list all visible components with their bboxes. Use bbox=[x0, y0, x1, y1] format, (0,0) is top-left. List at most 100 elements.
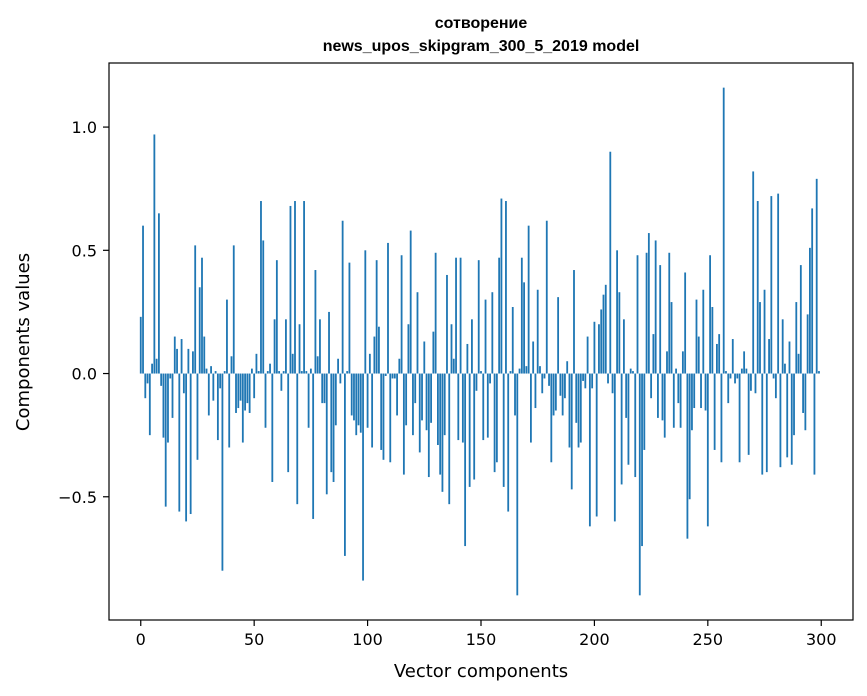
bar bbox=[541, 373, 544, 394]
bar bbox=[409, 230, 412, 374]
bar bbox=[799, 265, 802, 374]
bar bbox=[275, 260, 278, 374]
bar bbox=[355, 373, 358, 436]
bar bbox=[709, 255, 711, 374]
bar bbox=[289, 205, 292, 374]
bar bbox=[434, 252, 437, 374]
bar bbox=[328, 311, 330, 374]
bar bbox=[253, 373, 256, 399]
bar bbox=[402, 373, 405, 475]
bar bbox=[398, 358, 401, 374]
bar bbox=[802, 373, 804, 413]
bar bbox=[473, 373, 476, 480]
bar bbox=[770, 196, 773, 374]
bar bbox=[718, 334, 721, 374]
bar bbox=[323, 373, 326, 404]
bar bbox=[393, 373, 396, 379]
bar bbox=[632, 371, 634, 374]
x-tick-label: 100 bbox=[352, 630, 383, 649]
bar bbox=[450, 324, 453, 374]
bar bbox=[602, 294, 605, 374]
bar bbox=[575, 373, 578, 423]
bar bbox=[309, 368, 312, 374]
bar bbox=[294, 201, 296, 374]
bar bbox=[688, 373, 691, 500]
bar bbox=[330, 373, 333, 473]
bar bbox=[371, 373, 374, 448]
bar bbox=[668, 252, 671, 374]
bar bbox=[205, 368, 208, 374]
bar bbox=[616, 250, 618, 374]
bar bbox=[148, 373, 151, 436]
bar bbox=[491, 292, 494, 374]
y-tick-label: −0.5 bbox=[58, 488, 97, 507]
bar bbox=[638, 373, 641, 596]
bar bbox=[557, 297, 560, 374]
bar bbox=[763, 289, 766, 374]
bar bbox=[579, 373, 582, 443]
bar bbox=[459, 257, 462, 374]
bar bbox=[142, 225, 144, 374]
bar bbox=[228, 373, 231, 448]
bar bbox=[180, 339, 183, 374]
bar bbox=[525, 366, 528, 374]
x-tick-label: 250 bbox=[693, 630, 724, 649]
bar bbox=[706, 373, 709, 527]
bar bbox=[729, 373, 732, 379]
bar bbox=[226, 299, 228, 374]
bar bbox=[797, 353, 800, 374]
bar bbox=[661, 373, 664, 421]
bar bbox=[400, 255, 403, 374]
bar bbox=[609, 151, 612, 374]
bar bbox=[734, 373, 736, 384]
bar bbox=[727, 373, 730, 404]
bar bbox=[480, 371, 482, 374]
bar bbox=[790, 373, 793, 465]
x-tick-label: 150 bbox=[466, 630, 497, 649]
bar bbox=[144, 373, 147, 399]
bar bbox=[421, 373, 423, 421]
bar bbox=[657, 373, 659, 418]
bar bbox=[815, 178, 818, 374]
bar bbox=[158, 213, 160, 374]
bar bbox=[151, 363, 153, 374]
bar bbox=[255, 353, 258, 374]
bar bbox=[495, 373, 498, 463]
bar bbox=[654, 240, 657, 374]
bar bbox=[257, 371, 260, 374]
bar bbox=[285, 319, 287, 374]
bar bbox=[348, 262, 351, 374]
bar bbox=[353, 373, 355, 421]
bar bbox=[527, 225, 530, 374]
bar bbox=[722, 87, 725, 374]
bar bbox=[786, 373, 789, 458]
bar bbox=[743, 351, 746, 374]
bar bbox=[169, 373, 172, 379]
bar bbox=[520, 257, 523, 374]
bar bbox=[588, 373, 591, 527]
bar bbox=[291, 353, 294, 374]
bar bbox=[316, 356, 319, 374]
bar bbox=[548, 373, 550, 386]
bar bbox=[577, 373, 580, 448]
bar bbox=[346, 371, 349, 374]
bar bbox=[341, 220, 344, 374]
bar bbox=[312, 373, 315, 519]
bar bbox=[232, 245, 235, 374]
bar bbox=[809, 247, 811, 374]
y-axis-label: Components values bbox=[13, 253, 34, 431]
bar bbox=[373, 336, 376, 374]
bar bbox=[736, 373, 739, 379]
bar bbox=[713, 373, 716, 450]
bar bbox=[489, 373, 491, 384]
bar bbox=[207, 373, 210, 416]
bar bbox=[652, 334, 655, 374]
bar bbox=[325, 373, 328, 495]
bar bbox=[647, 233, 650, 374]
bar bbox=[266, 371, 269, 374]
bar bbox=[793, 373, 795, 436]
bar bbox=[448, 373, 451, 505]
bar bbox=[307, 373, 310, 428]
bar bbox=[745, 368, 748, 374]
